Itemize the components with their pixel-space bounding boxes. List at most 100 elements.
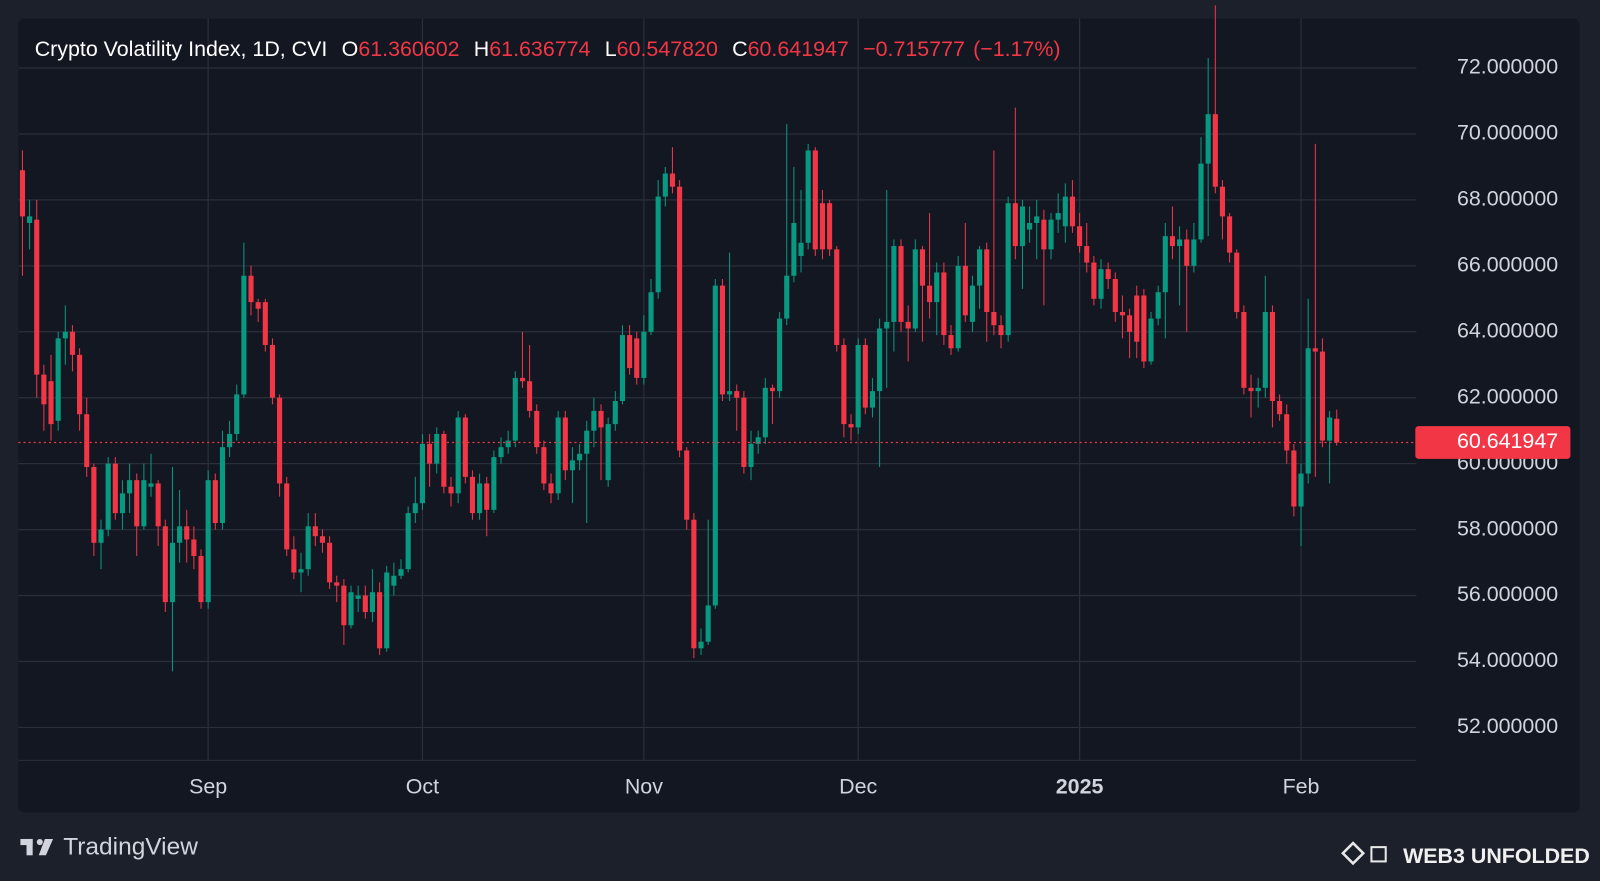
y-tick-label: 70.000000 [1457,121,1558,145]
candle-body [305,526,311,570]
candle-body [184,526,190,540]
candle-body [19,170,25,217]
candle-body [1005,203,1011,336]
candle-body [477,483,483,514]
candle-body [1155,292,1161,319]
candle-body [455,417,461,494]
candle-body [298,569,304,573]
legend-readout: Crypto Volatility Index, 1D, CVI O 61.360… [35,37,1061,61]
candle-body [984,249,990,312]
candle-body [1205,114,1211,164]
candle-body [955,265,961,349]
candle-body [205,480,211,603]
candle-body [1234,252,1240,312]
candle-body [1248,387,1254,392]
candle-body [448,486,454,494]
candle-body [962,265,968,316]
y-tick-label: 56.000000 [1457,582,1558,606]
readout-key: O [342,37,359,61]
y-tick-label: 64.000000 [1457,318,1558,342]
candle-body [827,203,833,250]
candle-body [469,476,475,514]
candle-body [684,450,690,520]
candle-body [1048,219,1054,250]
candle-body [412,503,418,514]
candle-body [1284,414,1290,451]
candle-body [255,302,261,309]
candle-body [362,595,368,613]
candle-body [734,391,740,398]
candle-body [491,457,497,510]
y-tick-label: 58.000000 [1457,516,1558,540]
candle-body [134,480,140,527]
candle-body [591,410,597,431]
y-tick-label: 62.000000 [1457,384,1558,408]
candle-body [34,219,40,375]
candle-body [112,463,118,514]
watermark-icon [1341,841,1366,866]
candle-body [55,338,61,421]
candle-body [805,150,811,243]
candle-body [662,173,668,197]
candle-body [698,641,704,649]
x-tick-label: 2025 [1056,775,1104,799]
readout-change-pct: (−1.17%) [973,37,1060,61]
candle-body [791,222,797,276]
readout-value: 60.641947 [748,37,849,61]
candle-body [855,344,861,428]
candle-body [677,186,683,451]
candle-body [841,344,847,425]
candle-body [705,605,711,642]
candle-body [627,335,633,369]
candle-body [1127,315,1133,332]
candle-body [269,344,275,398]
candle-body [155,483,161,527]
candle-body [555,417,561,494]
candle-body [877,328,883,392]
candle-body [884,321,890,329]
candle-body [1012,203,1018,247]
candle-body [1134,295,1140,342]
candle-body [669,173,675,187]
candle-body [584,430,590,454]
candle-body [1227,216,1233,253]
candle-body [1212,114,1218,187]
readout-key: H [474,37,489,61]
readout-key: C [732,37,747,61]
last-price-tag [1415,426,1571,459]
candle-body [84,414,90,467]
watermark-text: WEB3 UNFOLDED [1403,844,1590,868]
candle-body [227,433,233,448]
candle-body [1041,219,1047,250]
candle-body [212,480,218,524]
candle-body [869,391,875,408]
candle-body [1177,239,1183,247]
candle-body [384,572,390,649]
readout-change: −0.715777 [863,37,965,61]
candle-body [198,555,204,603]
watermark: WEB3 UNFOLDED [1341,841,1590,868]
logo-shape [26,838,33,856]
candle-body [619,335,625,402]
candle-body [119,493,125,514]
candle-body [691,519,697,649]
candle-body [1184,239,1190,266]
candle-body [641,331,647,378]
candle-body [505,440,511,448]
candle-body [1219,186,1225,217]
candle-body [834,249,840,345]
candle-body [1112,279,1118,312]
candle-body [1034,216,1040,223]
candle-body [484,483,490,510]
candle-body [762,387,768,438]
candle-body [105,463,111,530]
candle-body [277,397,283,484]
candle-body [1084,246,1090,263]
candle-body [777,318,783,392]
candle-body [1327,417,1333,441]
candle-body [312,526,318,537]
candle-body [262,302,268,345]
candle-body [605,424,611,481]
candle-body [819,203,825,250]
candle-body [612,401,618,425]
